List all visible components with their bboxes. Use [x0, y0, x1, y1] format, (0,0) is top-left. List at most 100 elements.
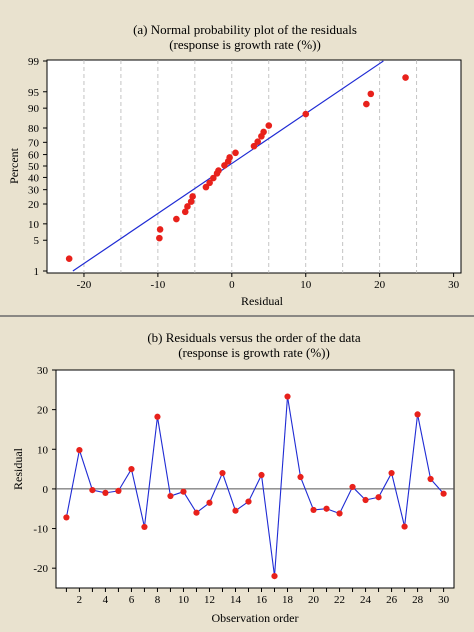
panel-a-point: [181, 208, 189, 216]
panel-a-fit-line: [72, 60, 384, 272]
panel-b-point: [180, 488, 187, 495]
panel-b-line-segment: [404, 414, 419, 527]
panel-b-point: [76, 446, 83, 454]
panel-a-y-label: Percent: [7, 147, 21, 184]
panel-b-y-tick-label: 10: [37, 444, 49, 456]
panel-b-line-segment: [65, 449, 80, 518]
panel-b-line-segment: [78, 449, 93, 491]
panel-a-point: [260, 128, 267, 136]
panel-a-point: [156, 234, 163, 242]
panel-b-y-tick-label: -10: [33, 524, 48, 536]
panel-a-y-tick-label: 80: [28, 123, 40, 135]
panel-b-x-tick-label: 10: [178, 594, 190, 606]
panel-b-y-tick-label: 20: [37, 405, 49, 417]
panel-a-y-tick-label: 50: [28, 161, 40, 173]
panel-b-point: [284, 393, 291, 400]
panel-b-line-segment: [286, 396, 302, 478]
panel-a: (a) Normal probability plot of the resid…: [7, 22, 462, 308]
panel-b-line-segment: [130, 468, 145, 528]
panel-a-x-tick-label: -20: [77, 279, 92, 291]
panel-a-point: [250, 142, 258, 150]
panel-a-x-tick-label: -10: [151, 279, 166, 291]
panel-b-x-label: Observation order: [212, 611, 299, 625]
panel-b-x-axis: 2 4 6 8 10 12 14 16 18 20 22 24 26 28 30: [65, 588, 450, 606]
panel-a-y-tick-label: 40: [28, 172, 40, 184]
panel-a-y-tick-label: 90: [28, 103, 40, 115]
panel-b-point: [427, 475, 434, 483]
panel-a-point: [226, 154, 233, 161]
panel-b-point: [375, 494, 382, 501]
panel-a-title: (a) Normal probability plot of the resid…: [133, 22, 357, 37]
panel-b-point: [297, 473, 304, 481]
panel-b-x-tick-label: 4: [103, 594, 109, 606]
panel-a-x-label: Residual: [241, 294, 284, 308]
panel-b-line-segment: [339, 486, 354, 514]
panel-b-line-segment: [143, 416, 158, 528]
panel-b-y-tick-label: -20: [33, 563, 48, 575]
panel-b-title: (b) Residuals versus the order of the da…: [147, 330, 361, 345]
panel-b-line-segment: [378, 472, 393, 498]
panel-b-point: [258, 471, 265, 479]
panel-a-point: [156, 226, 164, 233]
panel-b-line-segment: [156, 416, 172, 497]
panel-a-point: [187, 198, 195, 205]
panel-b-line-segment: [391, 472, 406, 527]
panel-a-x-tick-label: 0: [229, 279, 235, 291]
panel-a-point: [302, 110, 310, 118]
panel-b-x-tick-label: 2: [77, 594, 83, 606]
panel-b-x-tick-label: 24: [360, 594, 372, 606]
panel-a-points: [65, 74, 409, 262]
panel-b-point: [271, 573, 278, 580]
panel-b-series-line: [65, 396, 445, 577]
panel-b-point: [440, 490, 447, 497]
panel-a-y-tick-label: 1: [34, 266, 40, 278]
panel-b-point: [141, 523, 148, 531]
panel-a-y-tick-label: 5: [34, 235, 40, 247]
panel-b-points: [63, 393, 447, 580]
panel-a-x-tick-label: 10: [300, 279, 312, 291]
panel-a-y-tick-label: 30: [28, 185, 40, 197]
panel-b-line-segment: [248, 474, 262, 502]
panel-b-y-label: Residual: [11, 447, 25, 490]
panel-b-point: [323, 505, 330, 512]
panel-b-x-tick-label: 22: [334, 594, 345, 606]
panel-b-line-segment: [417, 414, 432, 480]
panel-b-x-tick-label: 16: [256, 594, 268, 606]
panel-b-line-segment: [182, 491, 197, 513]
panel-b-subtitle: (response is growth rate (%)): [178, 345, 330, 360]
panel-a-y-tick-label: 70: [28, 137, 40, 149]
panel-b: (b) Residuals versus the order of the da…: [11, 330, 455, 625]
panel-b-line-segment: [300, 476, 315, 511]
panel-a-x-tick-label: 20: [374, 279, 386, 291]
panel-a-point: [184, 203, 191, 210]
panel-b-line-segment: [117, 468, 132, 492]
panel-a-point: [254, 138, 261, 145]
panel-b-point: [63, 514, 70, 521]
panel-b-x-tick-label: 28: [412, 594, 424, 606]
panel-b-x-tick-label: 26: [386, 594, 398, 606]
panel-a-point: [265, 122, 273, 129]
panel-b-point: [206, 499, 213, 506]
panel-b-line-segment: [208, 472, 223, 504]
panel-a-point: [206, 179, 213, 187]
panel-b-line-segment: [430, 478, 445, 495]
panel-b-point: [310, 506, 317, 514]
panel-b-point: [414, 411, 421, 418]
panel-b-x-tick-label: 20: [308, 594, 320, 606]
panel-a-point: [402, 74, 409, 81]
panel-a-y-tick-label: 10: [28, 219, 40, 231]
panel-b-point: [219, 469, 226, 477]
panel-b-point: [349, 483, 356, 491]
panel-b-point: [115, 487, 122, 494]
panel-a-grid: [83, 60, 418, 273]
panel-b-point: [245, 498, 252, 505]
panel-b-line-segment: [273, 396, 289, 577]
panel-a-x-tick-label: 30: [448, 279, 460, 291]
panel-b-point: [102, 489, 109, 496]
panel-a-point: [189, 193, 196, 200]
panel-b-line-segment: [260, 474, 276, 577]
panel-b-x-tick-label: 12: [204, 594, 215, 606]
panel-a-point: [202, 183, 210, 191]
